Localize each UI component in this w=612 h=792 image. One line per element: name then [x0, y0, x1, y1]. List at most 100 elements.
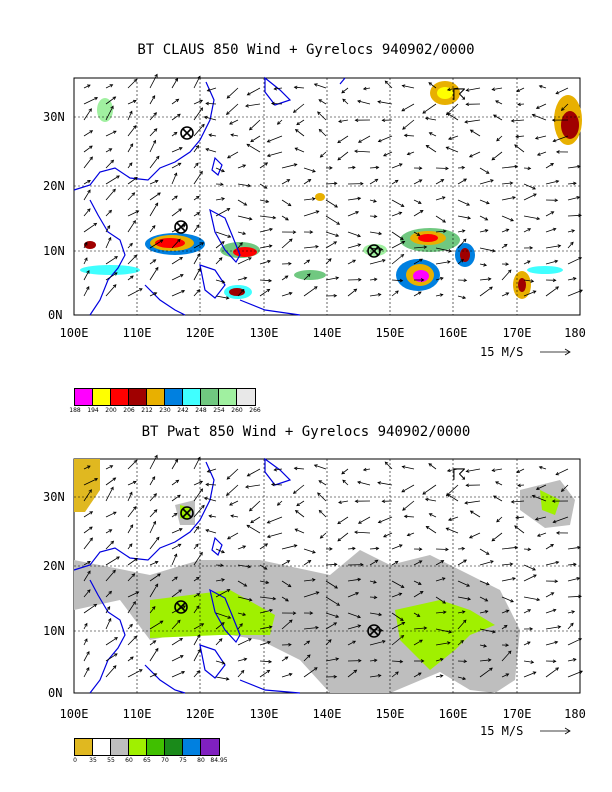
wind-vector-head	[292, 611, 297, 615]
wind-vector	[249, 119, 261, 131]
wind-vector	[237, 257, 252, 265]
wind-vector-head	[489, 286, 493, 290]
wind-vector	[127, 111, 133, 121]
wind-vector-head	[419, 210, 424, 214]
wind-vector	[204, 497, 217, 502]
wind-vector-head	[199, 480, 204, 484]
legend-label: 248	[195, 407, 207, 414]
wind-vector-head	[538, 85, 543, 89]
wind-vector-head	[362, 467, 367, 472]
wind-vector-head	[373, 214, 378, 219]
wind-vector-head	[399, 659, 404, 664]
wind-vector	[149, 537, 160, 550]
wind-vector	[215, 295, 229, 299]
wind-vector	[83, 208, 91, 217]
wind-vector	[347, 211, 359, 217]
wind-vector	[545, 609, 556, 614]
top-coastlines	[73, 76, 346, 316]
wind-vector	[303, 198, 315, 201]
wind-vector-head	[441, 196, 446, 200]
wind-vector	[435, 215, 446, 223]
wind-vector-head	[159, 620, 164, 624]
wind-vector	[149, 267, 159, 281]
wind-vector-head	[151, 606, 156, 610]
wind-vector-head	[246, 143, 251, 148]
wind-vector-head	[400, 584, 405, 588]
wind-vector-head	[89, 156, 93, 161]
wind-vector	[479, 659, 491, 662]
wind-vector	[325, 596, 340, 606]
wind-vector-head	[517, 102, 521, 107]
wind-vector-head	[286, 560, 291, 564]
wind-vector-head	[487, 658, 492, 662]
wind-vector	[325, 241, 337, 249]
wind-vector	[193, 242, 204, 249]
wind-vector	[105, 511, 117, 518]
wind-vector-head	[196, 212, 201, 216]
wind-vector-head	[337, 537, 341, 542]
wind-vector	[391, 179, 399, 185]
wind-vector	[377, 101, 393, 105]
wind-vector-head	[394, 560, 399, 565]
wind-vector	[105, 618, 112, 630]
legend-label: 242	[177, 407, 189, 414]
wind-vector-head	[400, 253, 405, 258]
wind-vector	[567, 658, 576, 662]
wind-vector-head	[154, 73, 158, 78]
wind-vector-head	[333, 181, 338, 186]
wind-vector-head	[403, 133, 408, 138]
wind-vector-head	[287, 202, 292, 207]
wind-vector-head	[335, 276, 340, 280]
wind-vector-head	[538, 466, 543, 470]
wind-vector-head	[182, 605, 187, 609]
wind-vector-head	[423, 626, 428, 630]
wind-vector	[83, 511, 93, 518]
bottom-coastlines	[73, 457, 301, 694]
wind-vector-head	[353, 669, 358, 674]
wind-vector-head	[276, 502, 281, 506]
wind-vector-head	[419, 258, 423, 262]
wind-vector-head	[383, 153, 387, 157]
wind-vector	[532, 114, 547, 121]
wind-vector-head	[440, 179, 445, 183]
wind-vector-head	[447, 517, 452, 521]
wind-vector-head	[358, 277, 362, 282]
wind-vector-head	[294, 147, 299, 151]
wind-vector	[385, 461, 393, 470]
legend-swatch	[201, 739, 219, 755]
wind-vector-head	[113, 272, 118, 276]
wind-vector-head	[551, 499, 556, 503]
wind-vector	[149, 509, 158, 518]
wind-vector	[127, 254, 137, 265]
wind-vector-head	[491, 156, 496, 161]
wind-vector	[317, 492, 327, 502]
wind-vector-head	[288, 642, 292, 647]
wind-vector-head	[227, 615, 232, 619]
wind-vector-head	[129, 110, 133, 115]
wind-vector	[294, 86, 305, 89]
wind-vector	[391, 254, 404, 265]
wind-vector-head	[401, 488, 406, 493]
top-lon-labels: 100E 110E 120E 130E 140E 150E 160E 170E …	[60, 326, 586, 340]
wind-vector	[407, 532, 415, 536]
wind-vector	[369, 278, 377, 281]
wind-vector	[226, 468, 239, 480]
wind-vector-head	[402, 507, 406, 511]
wind-vector-head	[178, 528, 183, 532]
wind-vector-head	[555, 286, 560, 290]
wind-vector	[435, 577, 446, 582]
wind-vector-head	[554, 198, 559, 203]
lat-label: 30N	[43, 110, 65, 124]
wind-vector-head	[550, 211, 555, 215]
wind-vector	[495, 481, 503, 486]
wind-vector	[413, 591, 424, 598]
wind-vector	[247, 468, 261, 477]
wind-vector	[171, 589, 182, 598]
wind-vector-head	[313, 667, 318, 671]
wind-vector-head	[333, 622, 338, 626]
wind-vector-head	[398, 211, 403, 215]
wind-vector-head	[312, 550, 316, 554]
wind-vector-head	[177, 619, 181, 624]
wind-vector	[457, 199, 470, 206]
wind-vector	[193, 552, 203, 566]
